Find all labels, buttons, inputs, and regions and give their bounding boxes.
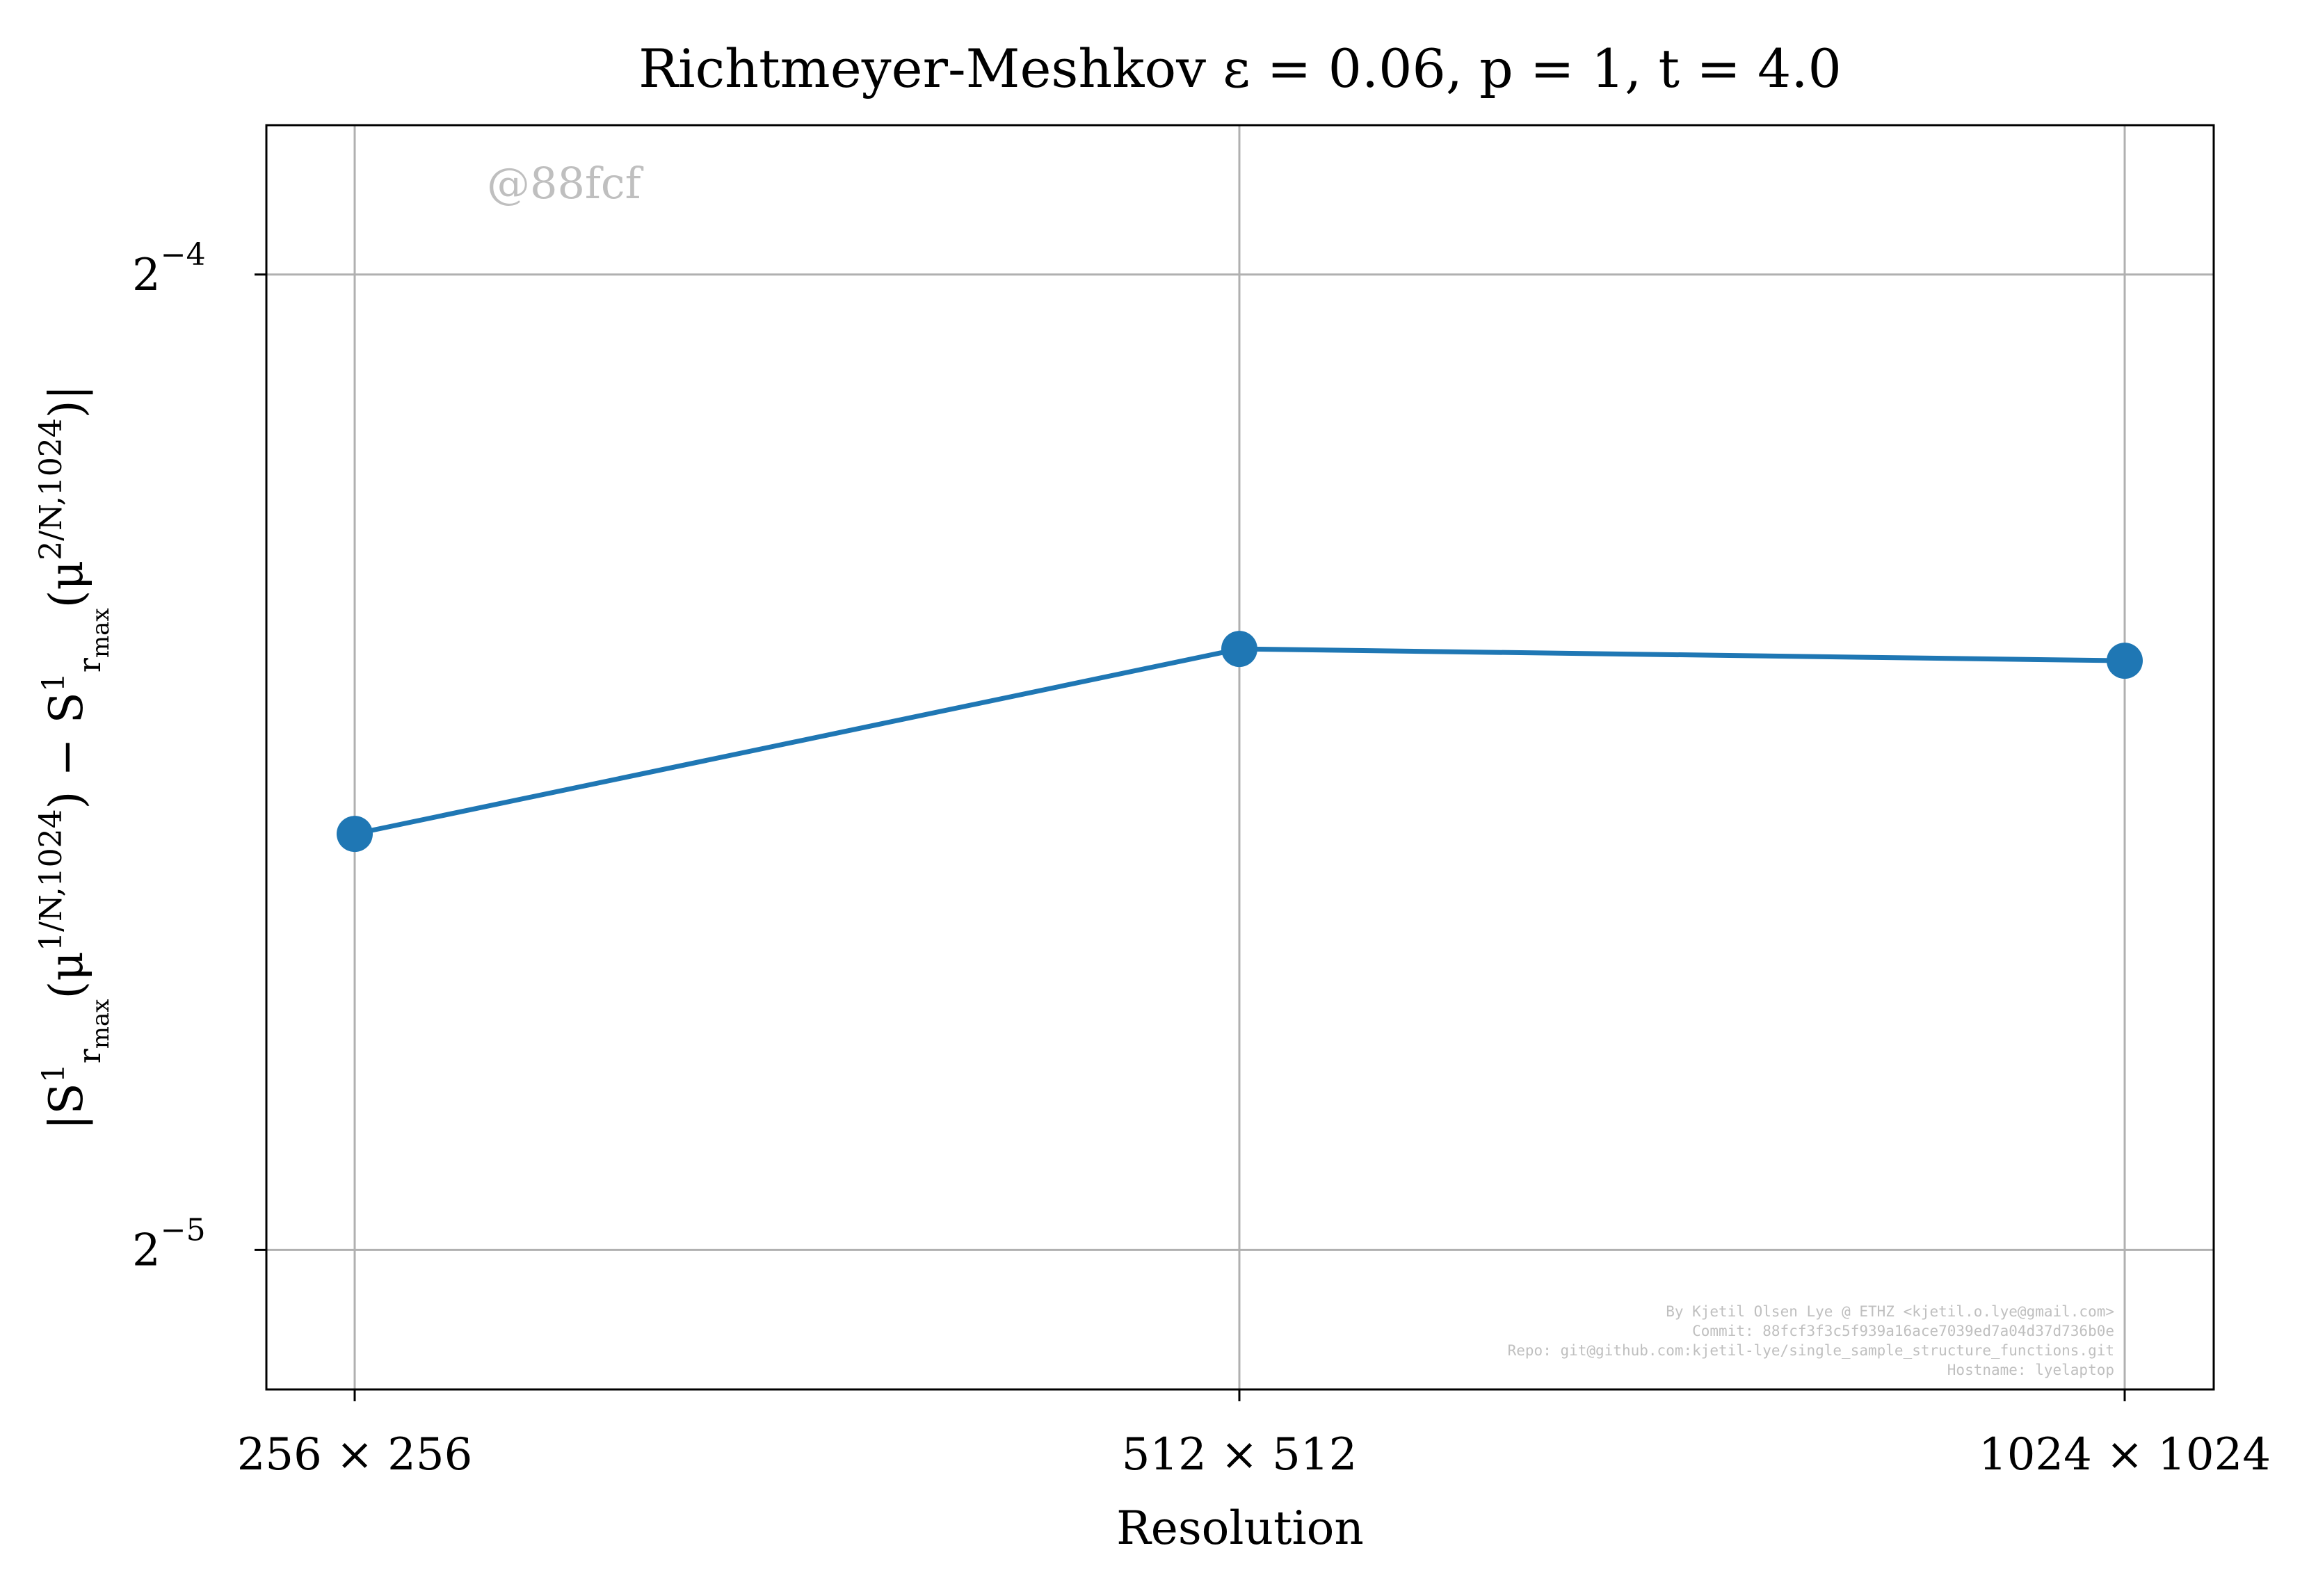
grid xyxy=(266,125,2214,1389)
x-tick-label: 256 × 256 xyxy=(237,1429,473,1481)
y-tick-label: 2−5 xyxy=(132,1212,206,1276)
x-axis-label: Resolution xyxy=(1116,1501,1364,1555)
credit-line: Repo: git@github.com:kjetil-lye/single_s… xyxy=(1508,1342,2114,1359)
x-tick-label: 512 × 512 xyxy=(1122,1429,1358,1481)
credits: By Kjetil Olsen Lye @ ETHZ <kjetil.o.lye… xyxy=(1508,1303,2114,1378)
watermark-text: @88fcf xyxy=(487,158,644,209)
credit-line: By Kjetil Olsen Lye @ ETHZ <kjetil.o.lye… xyxy=(1666,1303,2114,1320)
credit-line: Hostname: lyelaptop xyxy=(1947,1362,2114,1378)
chart-title: Richtmeyer-Meshkov ε = 0.06, p = 1, t = … xyxy=(638,38,1842,99)
x-tick-label: 1024 × 1024 xyxy=(1979,1429,2271,1481)
data-point xyxy=(337,816,373,853)
series-layer xyxy=(337,631,2143,853)
credit-line: Commit: 88fcf3f3c5f939a16ace7039ed7a04d3… xyxy=(1692,1323,2114,1339)
y-tick-label: 2−4 xyxy=(132,237,206,301)
data-point xyxy=(1221,631,1257,668)
y-axis-label: |S1rmax(μ1/N,1024) − S1rmax(μ2/N,1024)| xyxy=(33,385,115,1129)
data-point xyxy=(2107,643,2143,679)
ticks: 256 × 256 512 × 512 1024 × 1024 2−4 2−5 xyxy=(132,237,2271,1481)
